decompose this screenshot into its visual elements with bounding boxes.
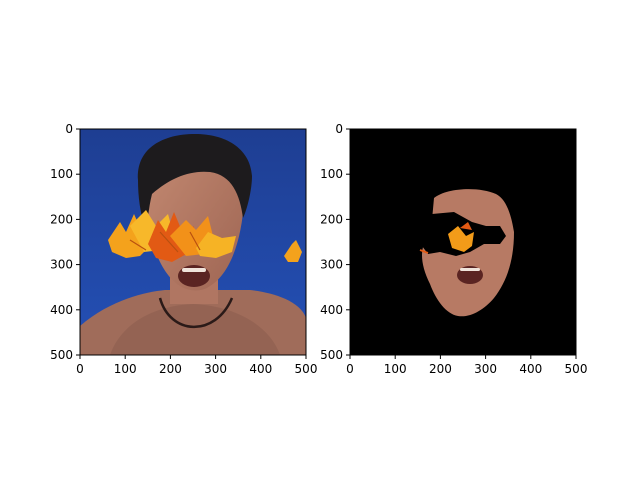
y-tick-label: 100: [320, 167, 343, 181]
mask-panel: [350, 129, 576, 355]
x-tick-label: 500: [565, 362, 588, 376]
x-tick-label: 200: [159, 362, 182, 376]
leaf-overlay: [108, 210, 302, 262]
y-tick-label: 200: [320, 212, 343, 226]
y-tick-label: 400: [50, 303, 73, 317]
hair: [137, 133, 252, 230]
leaf-veins: [129, 231, 201, 253]
y-tick-label: 500: [320, 348, 343, 362]
y-tick-label: 200: [50, 212, 73, 226]
x-tick-label: 400: [519, 362, 542, 376]
teeth: [182, 268, 206, 272]
photo-panel: [80, 129, 306, 355]
x-tick-label: 0: [346, 362, 354, 376]
x-tick-label: 100: [384, 362, 407, 376]
y-tick-label: 400: [320, 303, 343, 317]
x-tick-label: 300: [474, 362, 497, 376]
leaf: [284, 240, 302, 262]
y-tick-label: 500: [50, 348, 73, 362]
x-tick-label: 100: [114, 362, 137, 376]
x-tick-label: 0: [76, 362, 84, 376]
x-tick-label: 400: [249, 362, 272, 376]
x-tick-label: 500: [295, 362, 318, 376]
mask-panel-frame: [349, 128, 577, 356]
x-tick-label: 300: [204, 362, 227, 376]
leaf: [196, 232, 236, 258]
y-tick-label: 300: [50, 258, 73, 272]
photo-panel-frame: [79, 128, 307, 356]
y-tick-label: 100: [50, 167, 73, 181]
x-tick-label: 200: [429, 362, 452, 376]
leaf-remnant: [448, 226, 474, 252]
y-tick-label: 0: [335, 122, 343, 136]
mask-teeth: [460, 268, 480, 271]
necklace: [158, 297, 234, 329]
leaf-remnant: [460, 222, 472, 230]
mesh-top: [110, 304, 280, 355]
leaf-fragment: [419, 249, 429, 254]
y-tick-label: 0: [65, 122, 73, 136]
y-tick-label: 300: [320, 258, 343, 272]
